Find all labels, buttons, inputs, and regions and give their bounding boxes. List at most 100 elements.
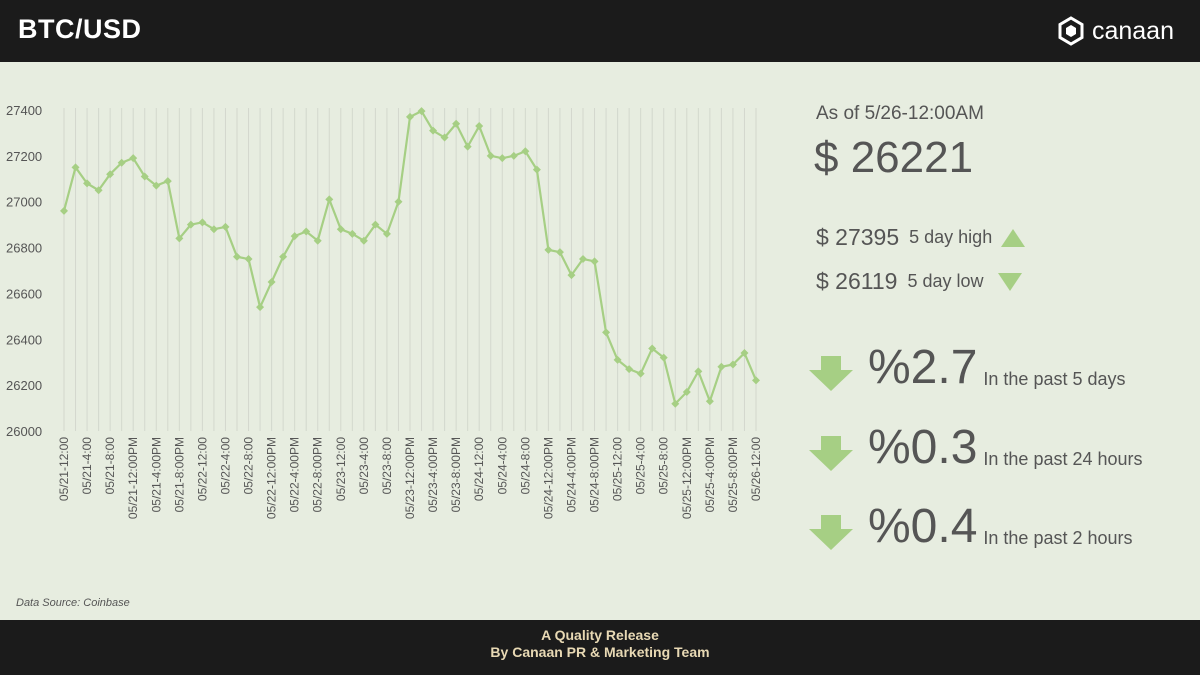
x-tick-label: 05/21-12:00 — [57, 437, 71, 501]
triangle-up-icon — [1001, 228, 1026, 247]
x-tick-label: 05/23-4:00 — [357, 437, 371, 495]
five-day-low: $ 26119 5 day low — [816, 268, 1023, 295]
current-price: $ 26221 — [814, 133, 974, 182]
data-point — [186, 220, 195, 229]
data-point — [394, 197, 403, 206]
footer-line-2: By Canaan PR & Marketing Team — [490, 644, 710, 660]
y-tick-label: 26800 — [6, 241, 42, 256]
data-point — [175, 234, 184, 243]
low-label: 5 day low — [907, 271, 984, 291]
data-point — [60, 206, 68, 215]
data-point — [671, 399, 680, 408]
arrow-down-icon — [809, 436, 853, 471]
data-point — [613, 355, 622, 364]
data-source-note: Data Source: Coinbase — [16, 597, 130, 609]
change-5d-percent: %2.7 — [868, 341, 978, 394]
x-tick-label: 05/21-4:00PM — [149, 437, 163, 512]
change-2h-label: In the past 2 hours — [983, 528, 1133, 548]
data-point — [521, 147, 530, 156]
data-point — [106, 170, 115, 179]
x-tick-label: 05/21-12:00PM — [126, 437, 140, 519]
x-axis: 05/21-12:00 05/21-4:00 05/21-8:00 05/21-12:… — [57, 437, 763, 519]
data-point — [452, 119, 461, 128]
data-point — [94, 186, 103, 195]
data-point — [152, 181, 161, 190]
change-24h-label: In the past 24 hours — [983, 449, 1143, 469]
x-tick-label: 05/24-12:00 — [472, 437, 486, 501]
data-point — [406, 112, 414, 121]
data-point — [728, 360, 737, 369]
canaan-logo-icon — [1058, 16, 1084, 46]
x-tick-label: 05/22-12:00 — [195, 437, 209, 501]
series-layer — [60, 107, 760, 408]
data-point — [509, 151, 518, 160]
data-point — [590, 257, 599, 266]
high-label: 5 day high — [909, 227, 993, 247]
data-point — [463, 142, 472, 151]
x-tick-label: 05/25-8:00PM — [726, 437, 740, 512]
data-point — [302, 227, 311, 236]
arrow-down-icon — [809, 515, 853, 550]
data-point — [198, 218, 207, 227]
data-point — [544, 245, 553, 254]
data-point — [71, 163, 80, 172]
data-point — [567, 271, 576, 280]
data-point — [625, 365, 634, 374]
data-point — [209, 225, 218, 234]
x-tick-label: 05/21-4:00 — [80, 437, 94, 495]
x-tick-label: 05/23-8:00 — [380, 437, 394, 495]
data-point — [371, 220, 380, 229]
footer-line-1: A Quality Release — [541, 627, 659, 643]
data-point — [267, 277, 276, 286]
change-2-hours: %0.4 In the past 2 hours — [808, 503, 1133, 551]
change-24-hours: %0.3 In the past 24 hours — [808, 424, 1143, 472]
data-point — [336, 225, 345, 234]
x-tick-label: 05/26-12:00 — [749, 437, 763, 501]
data-point — [659, 353, 668, 362]
y-tick-label: 27000 — [6, 195, 42, 210]
price-line-chart: 26000 26200 26400 26600 26800 27000 27200 27400… — [6, 103, 763, 519]
data-point — [486, 151, 495, 160]
footer-bar: A Quality Release By Canaan PR & Marketi… — [0, 620, 1200, 675]
change-24h-percent: %0.3 — [868, 421, 978, 474]
data-point — [117, 158, 126, 167]
data-point — [313, 236, 322, 245]
x-tick-label: 05/25-12:00 — [611, 437, 625, 501]
x-tick-label: 05/22-12:00PM — [265, 437, 279, 519]
data-point — [752, 376, 760, 385]
data-point — [440, 133, 449, 142]
x-tick-label: 05/24-4:00 — [495, 437, 509, 495]
data-point — [140, 172, 149, 181]
x-tick-label: 05/23-8:00PM — [449, 437, 463, 512]
x-tick-label: 05/22-8:00 — [242, 437, 256, 495]
x-tick-label: 05/25-12:00PM — [680, 437, 694, 519]
data-point — [602, 328, 611, 337]
data-point — [694, 367, 703, 376]
change-5-days: %2.7 In the past 5 days — [808, 344, 1126, 392]
data-point — [717, 362, 726, 371]
data-point — [348, 229, 357, 238]
data-point — [555, 248, 564, 257]
data-point — [325, 195, 334, 204]
data-point — [279, 252, 288, 261]
x-tick-label: 05/25-8:00 — [657, 437, 671, 495]
data-point — [290, 232, 299, 241]
brand-name: canaan — [1091, 16, 1174, 45]
arrow-down-icon — [809, 356, 853, 391]
data-point — [359, 236, 368, 245]
y-tick-label: 26400 — [6, 332, 42, 347]
data-point — [532, 165, 541, 174]
y-axis: 26000 26200 26400 26600 26800 27000 27200 27400 — [6, 103, 42, 439]
data-point — [129, 154, 138, 163]
data-point — [636, 369, 645, 378]
y-tick-label: 27200 — [6, 149, 42, 164]
x-tick-label: 05/22-8:00PM — [311, 437, 325, 512]
x-tick-label: 05/23-12:00PM — [403, 437, 417, 519]
change-5d-label: In the past 5 days — [983, 369, 1126, 389]
data-point — [417, 107, 426, 116]
y-tick-label: 26200 — [6, 378, 42, 393]
data-point — [244, 255, 253, 264]
chart-gridlines — [63, 108, 757, 431]
five-day-high: $ 27395 5 day high — [816, 224, 1026, 251]
x-tick-label: 05/23-4:00PM — [426, 437, 440, 512]
